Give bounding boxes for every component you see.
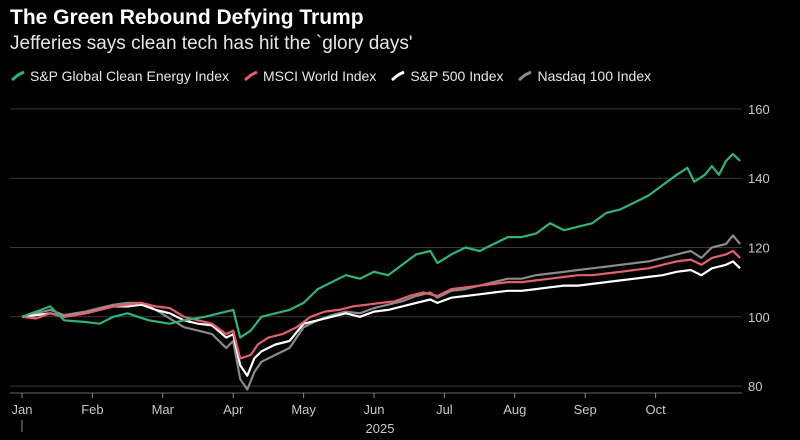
legend-item-sp500: S&P 500 Index — [390, 68, 503, 84]
series-line-clean-energy — [21, 152, 741, 339]
x-tick-label-sep: Sep — [574, 402, 597, 417]
x-tick-label-apr: Apr — [223, 402, 244, 417]
x-tick-label-oct: Oct — [645, 402, 666, 417]
legend-label-msci-world: MSCI World Index — [262, 68, 377, 84]
chart-title: The Green Rebound Defying Trump — [10, 6, 364, 29]
x-tick-label-jun: Jun — [364, 402, 385, 417]
series-line-nasdaq100 — [21, 234, 741, 391]
legend-label-clean-energy: S&P Global Clean Energy Index — [30, 68, 229, 84]
x-axis-year-label: 2025 — [366, 421, 395, 436]
y-tick-label-80: 80 — [748, 379, 762, 394]
chart-legend: S&P Global Clean Energy Index MSCI World… — [10, 66, 651, 86]
series-line-msci-world — [21, 249, 741, 360]
legend-swatch-icon — [11, 70, 25, 82]
legend-label-nasdaq100: Nasdaq 100 Index — [537, 68, 652, 84]
y-tick-label-100: 100 — [748, 310, 770, 325]
legend-swatch-icon — [391, 70, 405, 82]
x-tick-label-may: May — [291, 402, 316, 417]
legend-item-clean-energy: S&P Global Clean Energy Index — [10, 68, 229, 84]
series-line-sp500 — [21, 260, 741, 377]
y-tick-label-140: 140 — [748, 171, 770, 186]
legend-swatch-icon — [244, 70, 258, 82]
chart-subtitle: Jefferies says clean tech has hit the `g… — [10, 33, 413, 54]
x-tick-label-jan: Jan — [12, 402, 33, 417]
legend-item-msci-world: MSCI World Index — [243, 68, 376, 84]
legend-item-nasdaq100: Nasdaq 100 Index — [517, 68, 651, 84]
x-tick-label-jul: Jul — [436, 402, 453, 417]
legend-swatch-icon — [518, 70, 533, 82]
x-tick-label-mar: Mar — [152, 402, 175, 417]
legend-label-sp500: S&P 500 Index — [410, 68, 504, 84]
y-tick-label-120: 120 — [748, 241, 770, 256]
y-tick-label-160: 160 — [748, 102, 770, 117]
x-tick-label-aug: Aug — [503, 402, 526, 417]
x-tick-label-feb: Feb — [81, 402, 103, 417]
